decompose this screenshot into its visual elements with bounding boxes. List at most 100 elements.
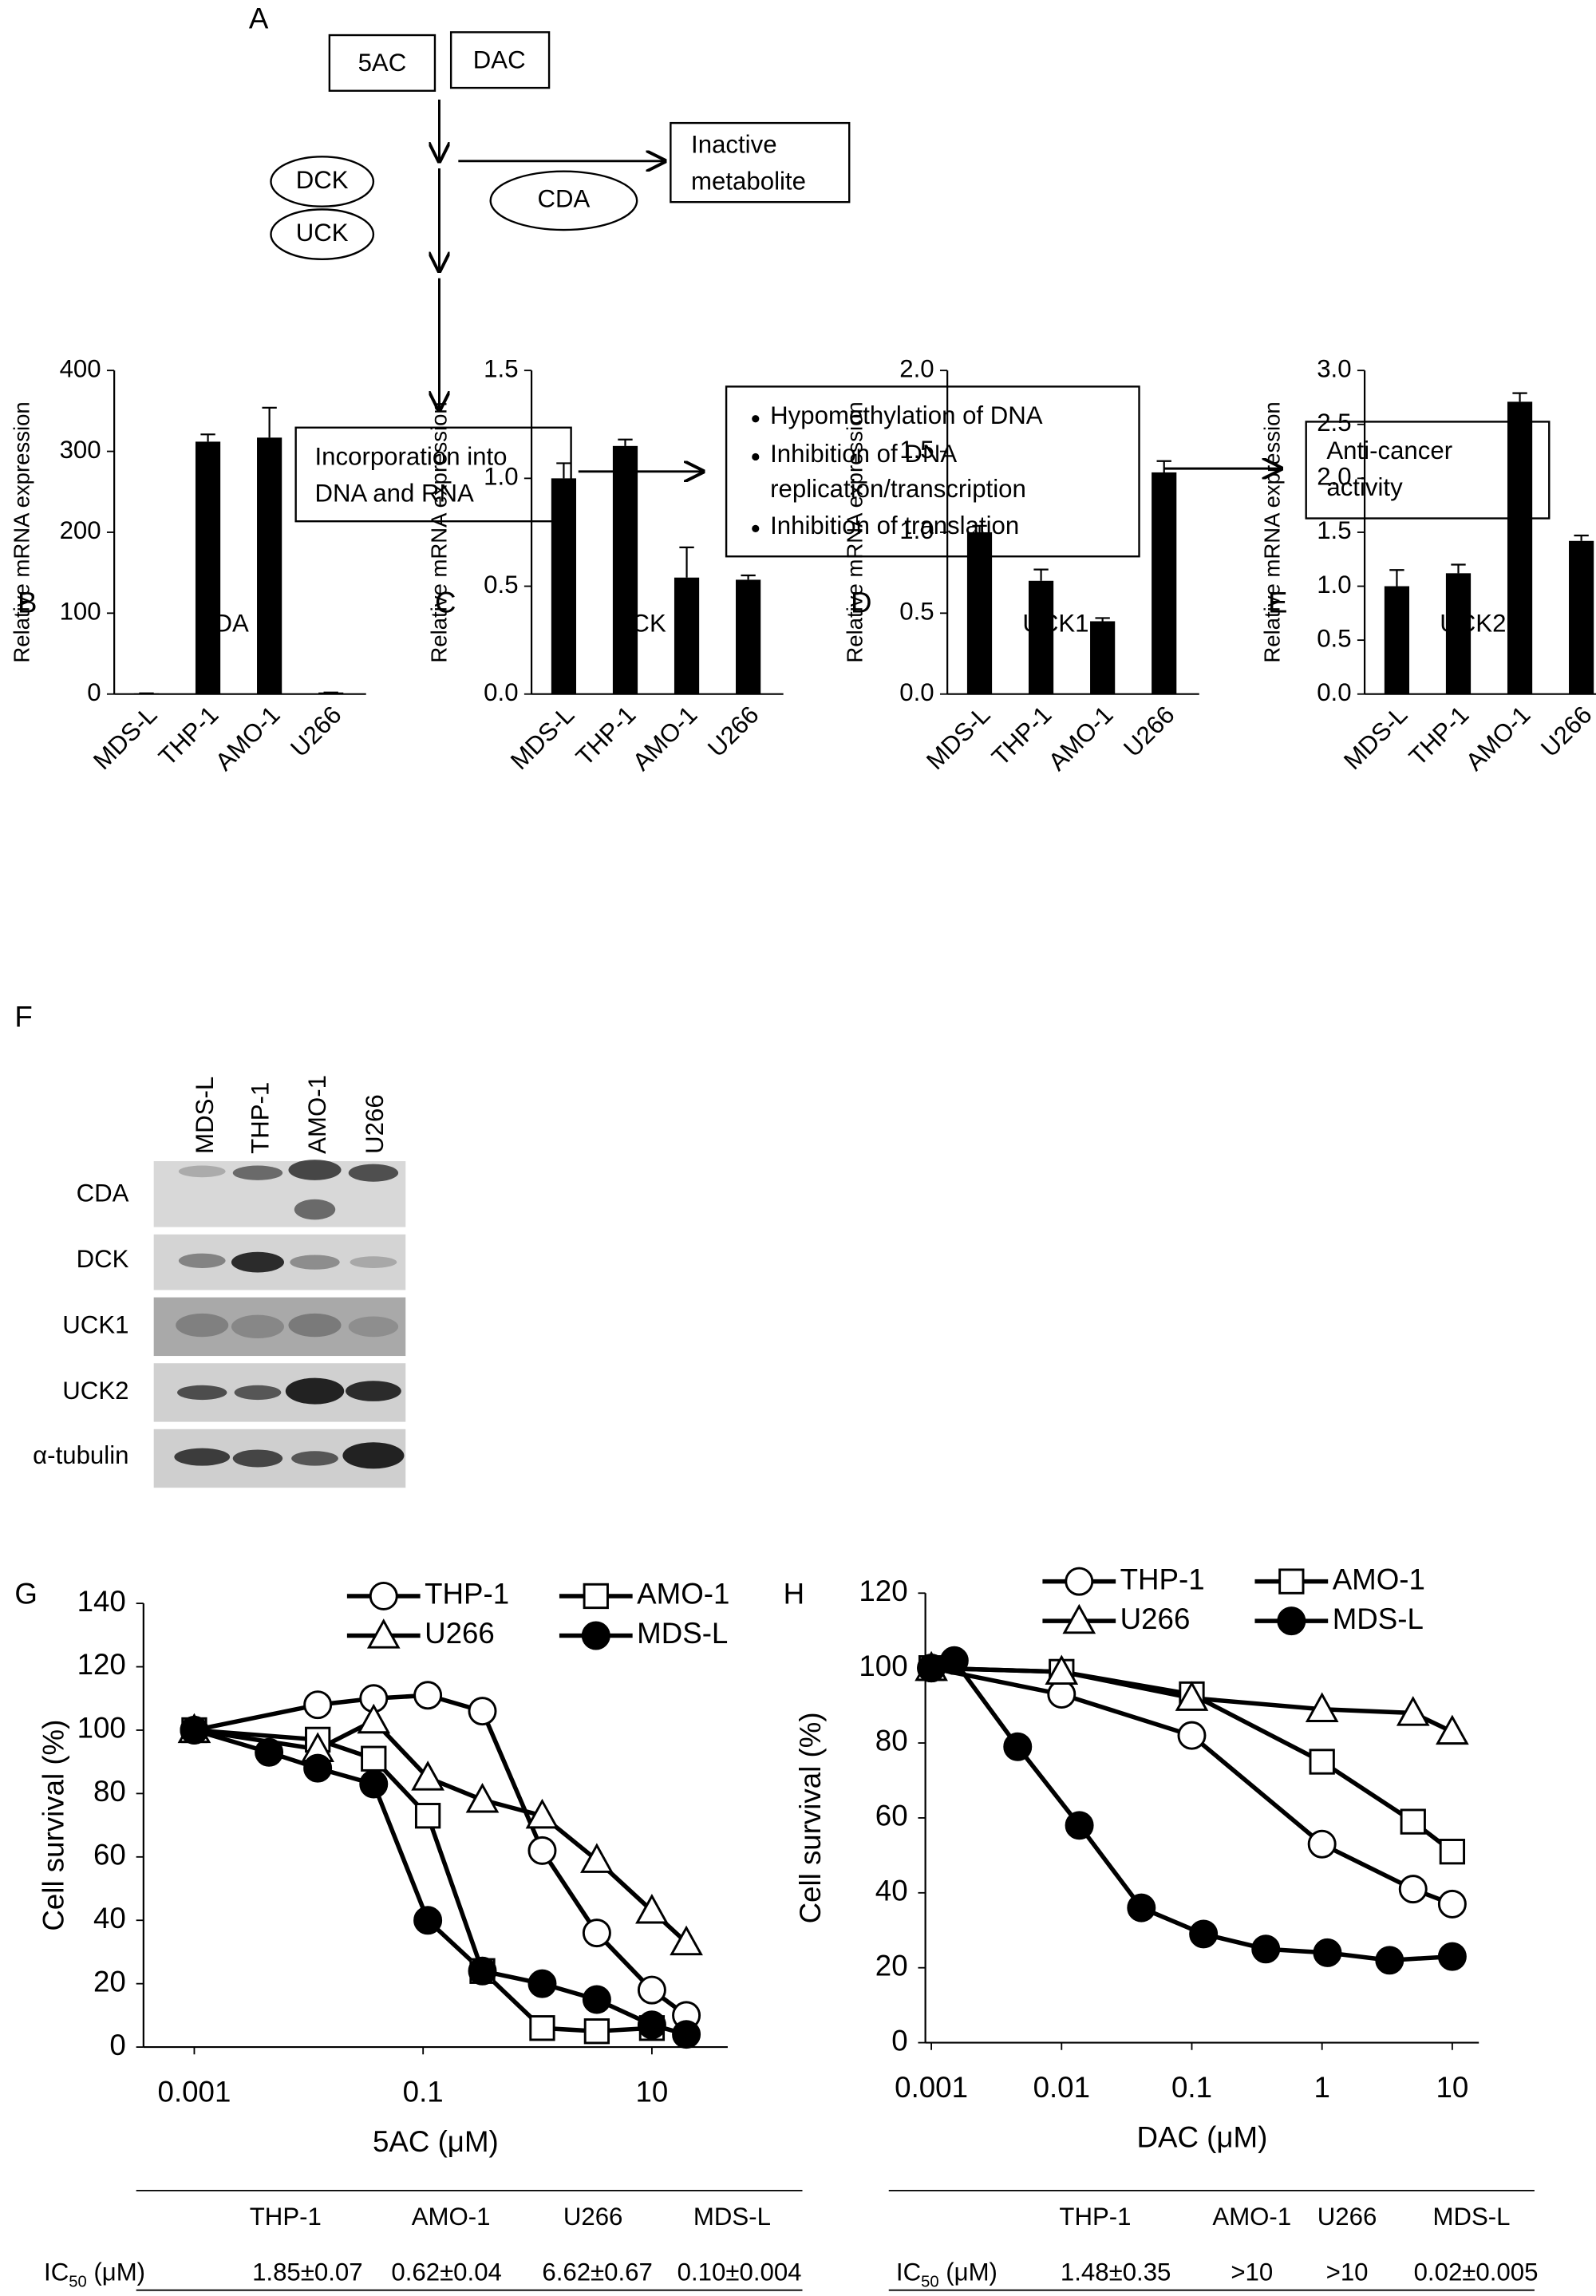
bar [1507, 401, 1533, 694]
marker [369, 1581, 398, 1610]
marker [1045, 1654, 1079, 1685]
marker [411, 1761, 444, 1791]
y-tick-label: 1.0 [484, 463, 518, 491]
legend-label: THP-1 [1120, 1563, 1205, 1595]
bar [1152, 472, 1177, 694]
box [670, 121, 851, 204]
marker [525, 1798, 559, 1829]
panel-label: E [1268, 586, 1287, 618]
x-tick-label: 0.01 [1033, 2071, 1090, 2104]
legend-label: AMO-1 [1333, 1563, 1425, 1595]
marker [303, 1690, 333, 1720]
table-cell: 0.02±0.005 [1414, 2258, 1539, 2286]
drug: DAC [473, 45, 526, 73]
marker [359, 1769, 389, 1799]
enzyme [270, 156, 375, 207]
marker [357, 1703, 391, 1734]
panel-label: H [784, 1578, 804, 1610]
error-bar [1451, 563, 1466, 574]
marker [1309, 1749, 1335, 1775]
y-tick-label: 120 [859, 1575, 907, 1607]
x-tick-label: AMO-1 [1460, 701, 1536, 777]
marker [1437, 1889, 1467, 1919]
y-tick-label: 1.0 [1317, 571, 1351, 599]
marker [1003, 1732, 1033, 1761]
marker [1400, 1808, 1426, 1835]
error-bar [1033, 568, 1049, 581]
x-tick-label: MDS-L [505, 701, 579, 775]
x-tick-label: 10 [636, 2075, 669, 2108]
bar [551, 478, 577, 694]
marker [583, 2018, 610, 2045]
y-tick-label: 100 [60, 598, 101, 626]
y-tick-label: 60 [875, 1800, 908, 1832]
panel-label: C [435, 586, 456, 618]
y-tick-label: 80 [93, 1775, 126, 1808]
row-label-part: (μM) [87, 2258, 145, 2286]
x-tick-label: U266 [702, 701, 764, 762]
western-blot: F MDS-L THP-1 AMO-1 U266 CDA DCK UCK1 UC… [14, 1001, 406, 1488]
row-label-part: 50 [69, 2274, 86, 2291]
protein-label: α-tubulin [33, 1441, 128, 1469]
box [725, 385, 1140, 558]
x-tick-label: THP-1 [986, 701, 1057, 771]
y-tick-label: 0.5 [899, 598, 934, 626]
bar [257, 437, 282, 694]
table-header: U266 [1317, 2203, 1377, 2231]
y-tick-label: 0.0 [899, 678, 934, 706]
marker [529, 2015, 555, 2041]
marker [1398, 1875, 1428, 1904]
x-tick-label: MDS-L [88, 701, 162, 775]
y-tick-label: 20 [875, 1949, 908, 1982]
marker [468, 1697, 497, 1726]
label: DNA and RNA [315, 479, 475, 507]
box [449, 31, 551, 89]
x-tick-label: THP-1 [1404, 701, 1474, 771]
table-cell: >10 [1231, 2258, 1273, 2286]
marker [580, 1843, 614, 1873]
marker [527, 1836, 557, 1865]
table-cell: 1.85±0.07 [252, 2258, 363, 2286]
bullet [752, 415, 760, 423]
x-axis-label: 5AC (μM) [373, 2125, 499, 2158]
marker [1277, 1606, 1306, 1636]
y-tick-label: 0.0 [1317, 678, 1351, 706]
panel-label: F [14, 1001, 32, 1033]
lane-label: MDS-L [191, 1077, 219, 1154]
marker [527, 1969, 557, 1998]
marker [1189, 1919, 1219, 1949]
error-bar [1512, 392, 1527, 402]
y-tick-label: 2.5 [1317, 409, 1351, 437]
x-tick-label: 0.001 [895, 2071, 968, 2104]
x-tick-label: MDS-L [1338, 701, 1412, 775]
y-axis-label: Relative mRNA expression [10, 401, 34, 662]
bar [674, 577, 700, 694]
drug: 5AC [358, 49, 407, 77]
panel-label: B [18, 586, 37, 618]
marker [1396, 1696, 1430, 1726]
legend-label: AMO-1 [637, 1578, 729, 1610]
y-tick-label: 3.0 [1317, 354, 1351, 382]
row-label-part: IC [896, 2258, 921, 2286]
x-tick-label: THP-1 [571, 701, 641, 771]
lane-label: AMO-1 [303, 1075, 331, 1154]
y-tick-label: 60 [93, 1839, 126, 1871]
legend-label: THP-1 [425, 1578, 509, 1610]
label: Hypomethylation of DNA [770, 401, 1043, 429]
marker [581, 1621, 610, 1650]
error-bar [1389, 569, 1404, 587]
y-axis-label: Relative mRNA expression [1260, 401, 1285, 662]
table-header: MDS-L [1432, 2203, 1510, 2231]
x-tick-label: AMO-1 [210, 701, 286, 777]
series-line [193, 1728, 687, 2037]
x-tick-label: AMO-1 [1043, 701, 1119, 777]
y-tick-label: 1.5 [484, 354, 518, 382]
bands [174, 1160, 405, 1469]
y-axis-label: Cell survival (%) [37, 1720, 69, 1931]
marker [939, 1646, 969, 1675]
bar [1090, 621, 1116, 694]
x-tick-label: AMO-1 [627, 701, 703, 777]
lane-label: U266 [361, 1094, 389, 1154]
x-tick-label: MDS-L [921, 701, 995, 775]
label: Inhibition of DNA [770, 440, 957, 468]
